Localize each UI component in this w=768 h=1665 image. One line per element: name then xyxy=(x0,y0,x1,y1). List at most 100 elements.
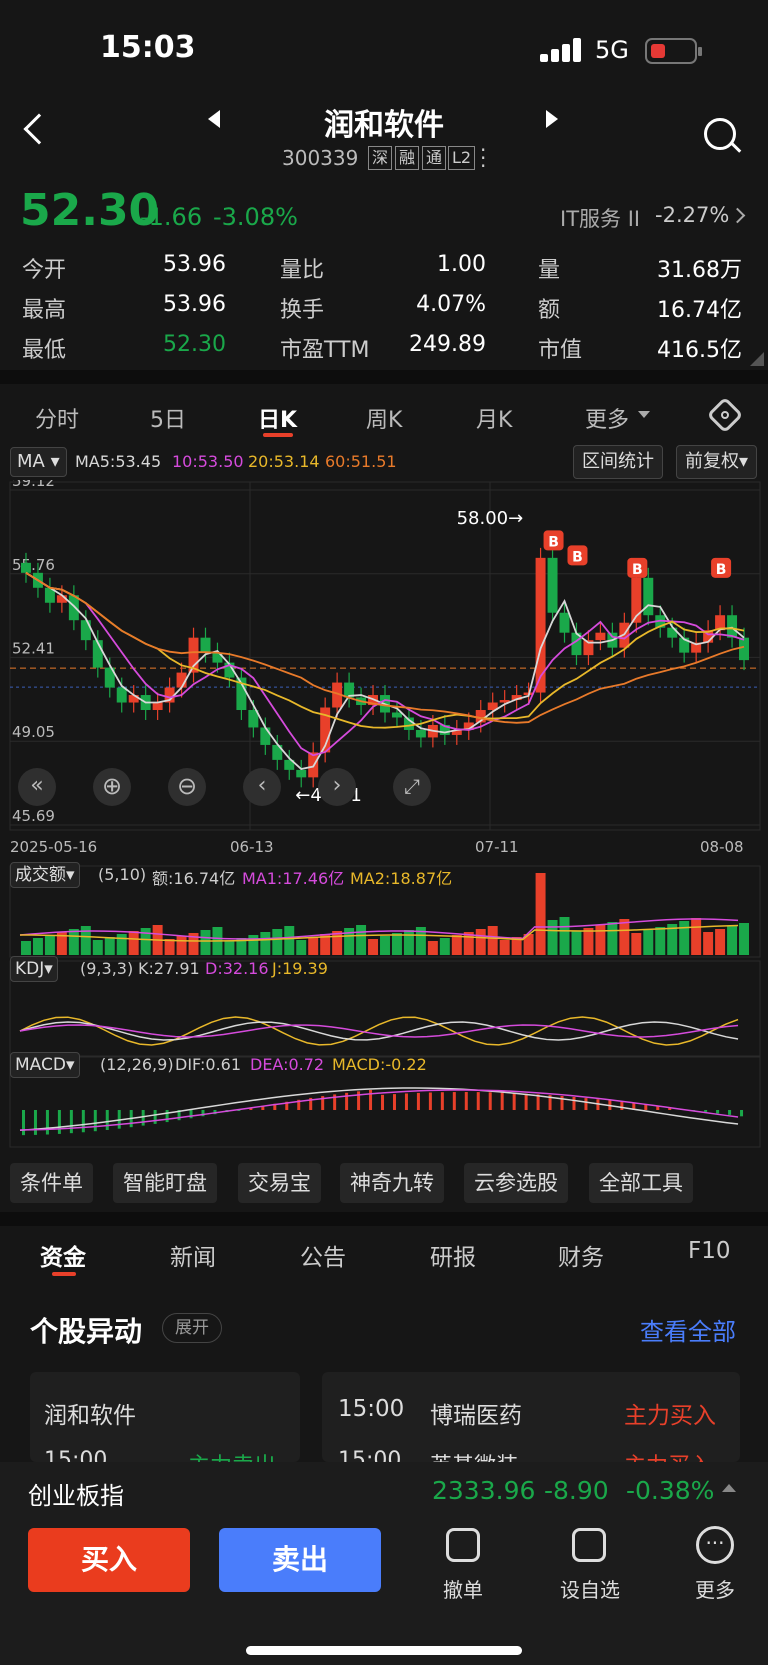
zoom-out-icon[interactable]: ⊖ xyxy=(168,768,206,806)
stat-label: 量 xyxy=(538,258,561,283)
more-dots-icon[interactable]: · · · xyxy=(480,138,487,178)
volume-bar xyxy=(44,935,55,955)
candle-body xyxy=(296,769,307,778)
kdj-d-line xyxy=(19,1024,739,1038)
index-name[interactable]: 创业板指 xyxy=(28,1482,124,1510)
zoom-in-icon[interactable]: ⊕ xyxy=(93,768,131,806)
signal-icon xyxy=(540,38,581,62)
ma5-value: MA5:53.45 xyxy=(75,452,162,471)
tab-research[interactable]: 研报 xyxy=(430,1245,476,1271)
tool-conditional-order[interactable]: 条件单 xyxy=(10,1163,93,1203)
ma-selector[interactable]: MA ▾ xyxy=(10,447,67,477)
tab-financials[interactable]: 财务 xyxy=(558,1245,604,1271)
macd-bar xyxy=(452,1092,456,1110)
candle-body xyxy=(475,710,486,723)
candle-body xyxy=(260,727,271,745)
candle-body xyxy=(463,722,474,730)
caret-up-icon[interactable] xyxy=(722,1484,736,1492)
macd-bar xyxy=(404,1093,408,1110)
kdj-selector[interactable]: KDJ▾ xyxy=(10,956,58,982)
candle-body xyxy=(571,632,582,656)
search-icon[interactable] xyxy=(704,118,736,150)
tool-cloud-picker[interactable]: 云参选股 xyxy=(464,1163,568,1203)
card-stock-name: 英基微装 xyxy=(430,1448,518,1462)
ma20-value: 20:53.14 xyxy=(248,452,320,471)
sell-button[interactable]: 卖出 xyxy=(219,1528,381,1592)
alert-card-right[interactable]: 15:00 博瑞医药 主力买入 15:00 英基微装 主力买入 xyxy=(322,1372,740,1462)
high-marker-label: 58.00→ xyxy=(457,508,524,529)
cancel-order-label[interactable]: 撤单 xyxy=(443,1578,483,1602)
volume-bar xyxy=(200,930,211,955)
macd-bar xyxy=(560,1095,564,1110)
view-all-link[interactable]: 查看全部 xyxy=(640,1318,736,1346)
buy-marker-label: B xyxy=(716,562,727,578)
volume-frame xyxy=(9,865,761,958)
rewind-icon[interactable]: « xyxy=(18,768,56,806)
macd-bar xyxy=(716,1110,720,1114)
kline-chart[interactable]: 59.1255.7652.4149.0545.6958.00→←46.81BBB… xyxy=(0,480,768,1160)
adjust-button[interactable]: 前复权▾ xyxy=(676,445,758,479)
tab-capital[interactable]: 资金 xyxy=(40,1245,86,1271)
add-watchlist-icon[interactable] xyxy=(572,1528,606,1562)
tab-intraday[interactable]: 分时 xyxy=(35,408,80,433)
volume-bar xyxy=(332,931,343,955)
cancel-order-icon[interactable] xyxy=(446,1528,480,1562)
candle-body xyxy=(68,595,79,621)
volume-bar xyxy=(631,933,642,955)
card-stock-name: 润和软件 xyxy=(44,1403,136,1429)
more-label[interactable]: 更多 xyxy=(695,1578,735,1602)
macd-bar xyxy=(512,1093,516,1110)
volume-bar xyxy=(739,923,749,955)
tool-smart-watch[interactable]: 智能盯盘 xyxy=(113,1163,217,1203)
stat-label: 市盈TTM xyxy=(280,338,370,363)
tab-daily-k[interactable]: 日K xyxy=(258,408,298,433)
macd-bar xyxy=(476,1092,480,1110)
volume-indicator-selector[interactable]: 成交额▾ xyxy=(10,862,80,888)
sector-name[interactable]: IT服务 II xyxy=(560,207,641,231)
index-value: 2333.96 xyxy=(432,1476,536,1505)
card-action: 主力买入 xyxy=(624,1448,712,1462)
tab-5day[interactable]: 5日 xyxy=(150,408,186,433)
buy-button[interactable]: 买入 xyxy=(28,1528,190,1592)
stat-value: 249.89 xyxy=(409,332,486,357)
candle-body xyxy=(439,724,450,735)
buy-marker-label: B xyxy=(548,534,559,550)
candle-body xyxy=(332,682,343,708)
expand-button[interactable]: 展开 xyxy=(162,1313,222,1343)
expand-icon[interactable]: ⤢ xyxy=(393,768,431,806)
tab-weekly-k[interactable]: 周K xyxy=(366,408,403,433)
alert-card-left[interactable]: 润和软件 15:00 主力卖出 xyxy=(30,1372,300,1462)
more-icon[interactable]: ··· xyxy=(696,1526,734,1564)
chevron-right-icon[interactable] xyxy=(729,207,746,224)
price-tick-label: 49.05 xyxy=(12,723,55,741)
tool-all-tools[interactable]: 全部工具 xyxy=(589,1163,693,1203)
scroll-right-icon[interactable]: › xyxy=(318,768,356,806)
macd-selector[interactable]: MACD▾ xyxy=(10,1052,80,1078)
kdj-k-line xyxy=(19,1021,739,1041)
tool-magic-nine[interactable]: 神奇九转 xyxy=(340,1163,444,1203)
next-stock-icon[interactable] xyxy=(546,110,558,128)
macd-bar xyxy=(69,1110,73,1134)
candle-body xyxy=(451,729,462,735)
tab-monthly-k[interactable]: 月K xyxy=(476,408,513,433)
tab-more[interactable]: 更多 xyxy=(585,408,630,433)
volume-bar xyxy=(439,938,450,955)
macd-bar xyxy=(620,1101,624,1110)
prev-stock-icon[interactable] xyxy=(208,110,220,128)
volume-bar xyxy=(403,930,414,955)
candle-body xyxy=(547,557,558,613)
sector-change[interactable]: -2.27% xyxy=(655,203,730,227)
scroll-left-icon[interactable]: ‹ xyxy=(243,768,281,806)
volume-bar xyxy=(380,936,390,955)
macd-bar xyxy=(369,1090,373,1110)
ma-label: MA xyxy=(17,451,45,472)
tab-news[interactable]: 新闻 xyxy=(170,1245,216,1271)
add-watchlist-label[interactable]: 设自选 xyxy=(560,1578,620,1602)
range-stats-button[interactable]: 区间统计 xyxy=(573,445,663,479)
volume-bar xyxy=(547,920,558,955)
candle-body xyxy=(403,717,414,730)
tool-trade-box[interactable]: 交易宝 xyxy=(238,1163,321,1203)
tab-announcements[interactable]: 公告 xyxy=(300,1245,346,1271)
macd-bar xyxy=(381,1094,385,1110)
tab-f10[interactable]: F10 xyxy=(688,1238,731,1264)
